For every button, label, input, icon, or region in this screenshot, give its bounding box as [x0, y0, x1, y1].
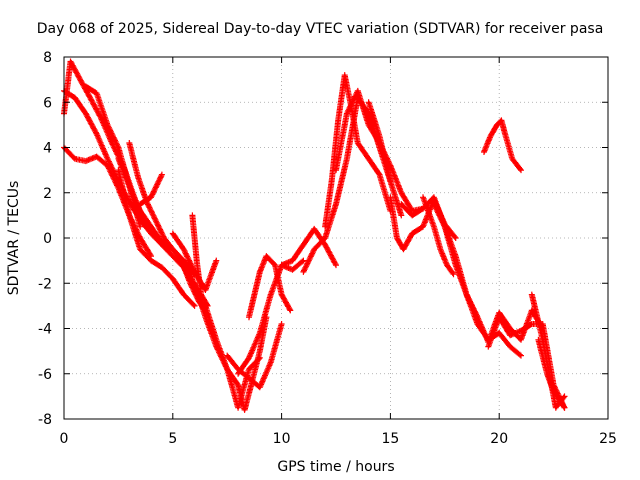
x-axis-label: GPS time / hours — [277, 459, 394, 475]
x-tick-label: 20 — [490, 431, 508, 447]
point-markers — [278, 225, 339, 269]
series-arc-19 — [322, 72, 394, 230]
series-arc-13 — [202, 302, 270, 413]
x-tick-labels: 0 5 10 15 20 25 — [60, 431, 617, 447]
x-tick-label: 5 — [168, 431, 177, 447]
series-arc-30 — [481, 117, 524, 174]
x-tick-label: 25 — [599, 431, 617, 447]
y-tick-label: -2 — [38, 276, 52, 292]
series-arc-21 — [365, 99, 405, 219]
y-tick-label: 2 — [43, 186, 52, 202]
data-points — [61, 58, 568, 413]
point-markers — [235, 257, 307, 377]
point-markers — [420, 194, 457, 278]
y-tick-label: -4 — [38, 322, 52, 338]
grid — [64, 57, 608, 419]
point-markers — [481, 117, 524, 174]
series-arc-17 — [278, 225, 339, 269]
series-arc-11 — [189, 212, 211, 309]
point-markers — [202, 302, 270, 413]
x-tick-label: 0 — [60, 431, 69, 447]
point-markers — [246, 253, 294, 321]
point-markers — [137, 171, 165, 208]
series-arc-15 — [235, 257, 307, 377]
point-markers — [365, 99, 405, 219]
point-markers — [189, 212, 211, 309]
series-arc-8 — [115, 167, 198, 309]
y-tick-label: 8 — [43, 50, 52, 66]
y-tick-labels: -8 -6 -4 -2 0 2 4 6 8 — [38, 50, 52, 428]
point-markers — [322, 72, 394, 230]
series-arc-16 — [246, 253, 294, 321]
series-arc-29 — [535, 336, 568, 411]
axis-ticks — [63, 56, 609, 420]
y-tick-label: 4 — [43, 141, 52, 157]
x-tick-label: 10 — [273, 431, 291, 447]
point-markers — [115, 167, 198, 309]
series-arc-14 — [224, 321, 285, 391]
chart-title: Day 068 of 2025, Sidereal Day-to-day VTE… — [37, 21, 604, 37]
point-markers — [535, 336, 568, 411]
series-arc-7 — [137, 171, 165, 208]
x-tick-label: 15 — [381, 431, 399, 447]
y-tick-label: -6 — [38, 367, 52, 383]
y-axis-label: SDTVAR / TECUs — [6, 181, 22, 296]
y-tick-label: 0 — [43, 231, 52, 247]
y-tick-label: -8 — [38, 412, 52, 428]
series-arc-24 — [420, 194, 457, 278]
point-markers — [224, 321, 285, 391]
y-tick-label: 6 — [43, 95, 52, 111]
